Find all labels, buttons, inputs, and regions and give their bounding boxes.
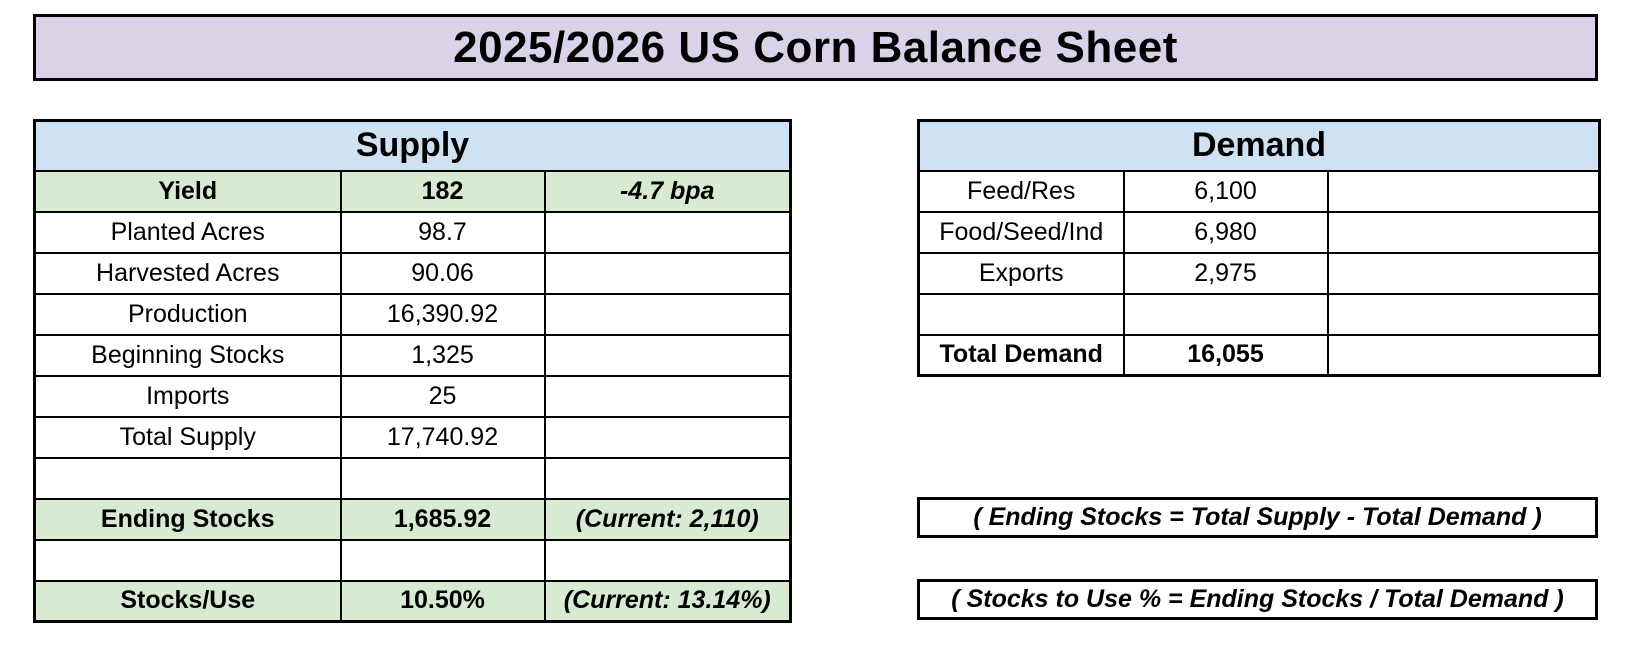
note-cell[interactable]	[543, 251, 792, 295]
note-cell[interactable]	[1326, 292, 1601, 336]
label-cell[interactable]: Total Demand	[917, 333, 1125, 377]
table-row: Stocks/Use 10.50% (Current: 13.14%)	[33, 579, 792, 623]
formula-stocks-to-use: ( Stocks to Use % = Ending Stocks / Tota…	[917, 579, 1598, 620]
supply-header-row: Supply	[33, 119, 792, 172]
label-cell[interactable]	[33, 538, 342, 582]
note-cell[interactable]	[543, 292, 792, 336]
value-cell[interactable]: 16,055	[1122, 333, 1329, 377]
value-cell[interactable]: 16,390.92	[339, 292, 546, 336]
demand-header-row: Demand	[917, 119, 1601, 172]
value-cell[interactable]: 25	[339, 374, 546, 418]
label-cell[interactable]: Food/Seed/Ind	[917, 210, 1125, 254]
label-cell[interactable]: Production	[33, 292, 342, 336]
table-row: Beginning Stocks 1,325	[33, 333, 792, 377]
note-cell[interactable]	[1326, 210, 1601, 254]
value-cell[interactable]	[339, 456, 546, 500]
note-cell[interactable]: (Current: 2,110)	[543, 497, 792, 541]
note-cell[interactable]	[1326, 333, 1601, 377]
note-cell[interactable]	[543, 415, 792, 459]
label-cell[interactable]: Stocks/Use	[33, 579, 342, 623]
label-cell[interactable]: Planted Acres	[33, 210, 342, 254]
label-cell[interactable]: Ending Stocks	[33, 497, 342, 541]
demand-table: Demand Feed/Res 6,100 Food/Seed/Ind 6,980 Ex…	[917, 119, 1602, 377]
page-title: 2025/2026 US Corn Balance Sheet	[453, 22, 1178, 72]
value-cell[interactable]: 1,325	[339, 333, 546, 377]
label-cell[interactable]: Yield	[33, 169, 342, 213]
label-cell[interactable]: Exports	[917, 251, 1125, 295]
table-row	[917, 292, 1601, 336]
title-banner: 2025/2026 US Corn Balance Sheet	[33, 14, 1598, 81]
value-cell[interactable]: 98.7	[339, 210, 546, 254]
note-cell[interactable]	[543, 374, 792, 418]
note-cell[interactable]	[543, 210, 792, 254]
table-row: Total Supply 17,740.92	[33, 415, 792, 459]
value-cell[interactable]	[1122, 292, 1329, 336]
label-cell[interactable]: Total Supply	[33, 415, 342, 459]
table-row	[33, 538, 792, 582]
value-cell[interactable]: 6,980	[1122, 210, 1329, 254]
supply-header-cell[interactable]: Supply	[33, 119, 792, 172]
value-cell[interactable]: 17,740.92	[339, 415, 546, 459]
table-row: Food/Seed/Ind 6,980	[917, 210, 1601, 254]
value-cell[interactable]: 10.50%	[339, 579, 546, 623]
table-row	[33, 456, 792, 500]
label-cell[interactable]	[917, 292, 1125, 336]
note-cell[interactable]: (Current: 13.14%)	[543, 579, 792, 623]
note-cell[interactable]: -4.7 bpa	[543, 169, 792, 213]
table-row: Total Demand 16,055	[917, 333, 1601, 377]
table-row: Imports 25	[33, 374, 792, 418]
value-cell[interactable]: 6,100	[1122, 169, 1329, 213]
label-cell[interactable]: Imports	[33, 374, 342, 418]
table-row: Ending Stocks 1,685.92 (Current: 2,110)	[33, 497, 792, 541]
label-cell[interactable]	[33, 456, 342, 500]
table-row: Production 16,390.92	[33, 292, 792, 336]
formula-ending-stocks: ( Ending Stocks = Total Supply - Total D…	[917, 497, 1598, 538]
note-cell[interactable]	[1326, 251, 1601, 295]
note-cell[interactable]	[543, 538, 792, 582]
value-cell[interactable]: 90.06	[339, 251, 546, 295]
note-cell[interactable]	[1326, 169, 1601, 213]
label-cell[interactable]: Beginning Stocks	[33, 333, 342, 377]
value-cell[interactable]: 2,975	[1122, 251, 1329, 295]
note-cell[interactable]	[543, 456, 792, 500]
table-row: Exports 2,975	[917, 251, 1601, 295]
table-row: Feed/Res 6,100	[917, 169, 1601, 213]
value-cell[interactable]	[339, 538, 546, 582]
supply-table: Supply Yield 182 -4.7 bpa Planted Acres 98.7…	[33, 119, 793, 623]
table-row: Planted Acres 98.7	[33, 210, 792, 254]
demand-header-cell[interactable]: Demand	[917, 119, 1601, 172]
value-cell[interactable]: 182	[339, 169, 546, 213]
label-cell[interactable]: Harvested Acres	[33, 251, 342, 295]
value-cell[interactable]: 1,685.92	[339, 497, 546, 541]
label-cell[interactable]: Feed/Res	[917, 169, 1125, 213]
note-cell[interactable]	[543, 333, 792, 377]
table-row: Yield 182 -4.7 bpa	[33, 169, 792, 213]
table-row: Harvested Acres 90.06	[33, 251, 792, 295]
